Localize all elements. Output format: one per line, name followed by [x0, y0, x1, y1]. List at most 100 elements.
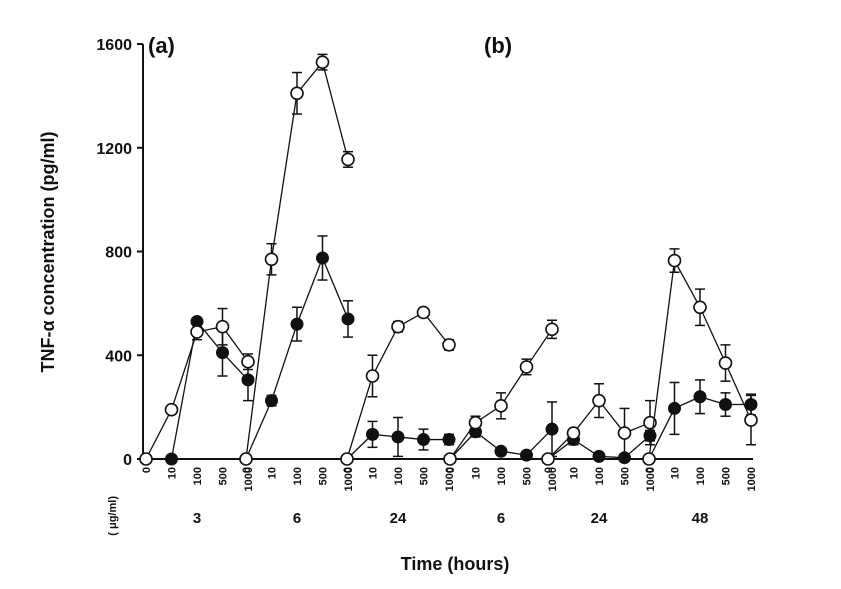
open-series-point [443, 452, 457, 466]
filled-series-point [216, 346, 229, 360]
dose-tick-label: 500 [419, 467, 431, 485]
time-group-label: 6 [497, 510, 505, 527]
filled-series-point [545, 422, 559, 436]
y-tick-label: 800 [105, 245, 132, 262]
x-axis-title: Time (hours) [401, 554, 510, 574]
dose-tick-label: 500 [218, 467, 230, 485]
y-tick-label: 400 [105, 348, 132, 365]
series-layer [139, 53, 758, 466]
open-series-point [164, 402, 179, 417]
dose-tick-label: 1000 [243, 467, 255, 491]
time-group-label: 6 [293, 510, 301, 527]
panel-label: (a) [148, 33, 175, 58]
dose-tick-label: 500 [318, 467, 330, 485]
open-series-point [241, 354, 255, 369]
filled-series-point [442, 433, 456, 447]
filled-series-point [265, 394, 278, 408]
time-group-label: 48 [692, 510, 709, 527]
time-group-label: 3 [193, 510, 201, 527]
dose-tick-label: 1000 [343, 467, 355, 491]
open-series-point [365, 369, 380, 383]
dose-tick-label: 0 [644, 467, 656, 473]
filled-series-point [693, 390, 707, 404]
dose-tick-label: 0 [543, 467, 555, 473]
time-group-label: 24 [390, 510, 407, 527]
filled-series-point [520, 448, 533, 462]
filled-series-point [417, 433, 430, 447]
open-series-point [718, 356, 733, 370]
open-series-point [617, 426, 632, 440]
filled-series-point [165, 452, 178, 466]
open-series-point [442, 338, 456, 352]
y-tick-label: 1200 [96, 141, 132, 158]
dose-tick-label: 100 [292, 467, 304, 485]
dose-tick-label: 0 [342, 467, 354, 473]
y-tick-label: 1600 [96, 37, 132, 54]
filled-series-point [341, 312, 355, 326]
panel-labels: (a) (b) [148, 33, 512, 58]
filled-series-point [316, 251, 329, 265]
open-series-point [264, 252, 279, 267]
panel-label: (b) [484, 33, 512, 58]
dose-tick-label: 500 [620, 467, 632, 485]
open-series-point [416, 305, 431, 320]
dose-tick-label: 100 [192, 467, 204, 485]
dose-tick-label: 1000 [746, 467, 758, 491]
open-series-point [667, 253, 682, 268]
open-series-point [468, 415, 483, 430]
dose-tick-label: 100 [695, 467, 707, 485]
open-series-point [744, 413, 758, 427]
filled-series-point [241, 373, 255, 387]
filled-series-line [245, 256, 349, 460]
open-series-point [139, 452, 153, 466]
open-series-point [190, 325, 204, 339]
open-series-line [145, 325, 249, 460]
dose-tick-label: 1000 [547, 467, 559, 491]
open-series-point [494, 399, 508, 413]
dose-tick-label: 100 [393, 467, 405, 485]
open-series-point [239, 452, 253, 466]
dose-tick-label: 10 [368, 467, 380, 479]
dose-tick-label: 1000 [645, 467, 657, 491]
open-series-point [592, 393, 606, 408]
open-series-point [340, 452, 354, 466]
open-series-point [642, 452, 656, 466]
open-series-point [541, 452, 555, 466]
open-series-point [566, 426, 581, 440]
filled-series-point [668, 401, 681, 415]
x-unit-label: ( μg/ml) [107, 496, 119, 536]
filled-series-point [391, 430, 405, 444]
open-series-point [391, 319, 405, 334]
dose-tick-label: 500 [522, 467, 534, 485]
dose-tick-label: 100 [594, 467, 606, 485]
y-ticks: 0 400 800 1200 1600 [96, 37, 143, 469]
filled-series-line [146, 320, 249, 460]
dose-tick-label: 1000 [444, 467, 456, 491]
dose-tick-label: 10 [569, 467, 581, 479]
time-group-label: 24 [591, 510, 608, 527]
open-series-point [519, 360, 534, 374]
open-series-point [545, 322, 559, 337]
filled-series-point [290, 317, 304, 331]
open-series-point [693, 300, 707, 315]
dose-tick-label: 100 [496, 467, 508, 485]
dose-tick-label: 0 [141, 467, 153, 473]
open-series-point [290, 86, 304, 101]
dose-tick-label: 10 [167, 467, 179, 479]
dose-tick-label: 10 [267, 467, 279, 479]
filled-series-point [719, 398, 732, 412]
dose-tick-label: 10 [670, 467, 682, 479]
filled-series-point [494, 444, 508, 458]
dose-tick-label: 0 [445, 467, 457, 473]
dose-tick-label: 500 [721, 467, 733, 485]
open-series-line [245, 60, 349, 460]
y-axis-title: TNF-α concentration (pg/ml) [38, 131, 58, 372]
filled-series-point [366, 427, 379, 441]
open-series-point [215, 319, 230, 334]
open-series-point [315, 55, 330, 69]
dose-tick-label: 0 [241, 467, 253, 473]
group-labels: 3 6 24 6 24 48 [193, 510, 709, 527]
filled-series-point [592, 449, 606, 463]
